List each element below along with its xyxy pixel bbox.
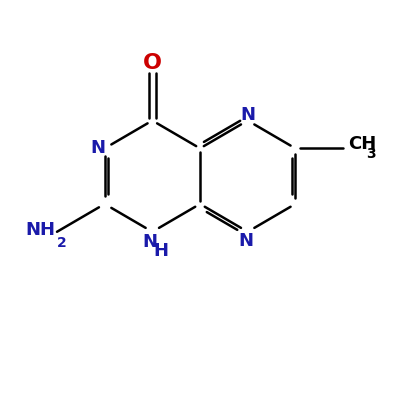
Text: N: N bbox=[90, 139, 105, 157]
Text: H: H bbox=[154, 242, 168, 260]
Text: N: N bbox=[240, 106, 255, 124]
Text: N: N bbox=[143, 233, 158, 251]
Text: 2: 2 bbox=[57, 236, 67, 250]
Text: NH: NH bbox=[25, 221, 55, 239]
Text: O: O bbox=[143, 53, 162, 73]
Text: CH: CH bbox=[348, 135, 376, 153]
Text: 3: 3 bbox=[366, 147, 376, 161]
Text: N: N bbox=[238, 232, 253, 250]
